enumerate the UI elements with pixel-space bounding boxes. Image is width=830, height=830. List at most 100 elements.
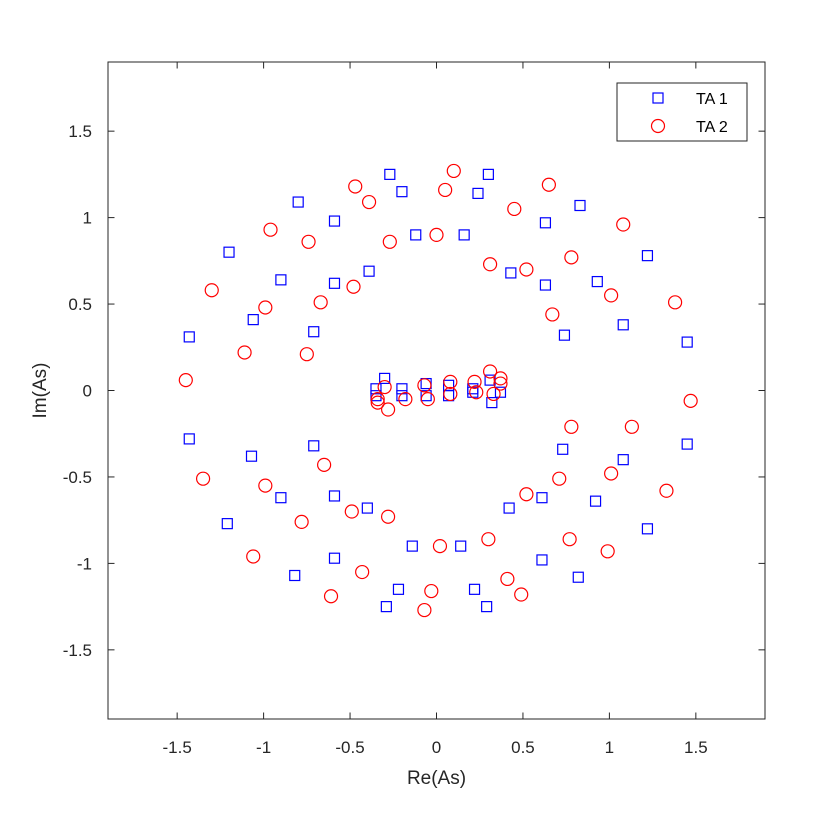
data-point-ta1	[558, 329, 571, 341]
data-point-ta2	[299, 347, 314, 362]
legend-marker-ta1	[652, 92, 664, 104]
data-point-ta1	[370, 383, 382, 395]
data-point-ta2	[683, 393, 698, 408]
data-point-ta2	[616, 217, 631, 232]
y-tick-label: -1.5	[63, 641, 92, 660]
data-point-ta2	[443, 374, 458, 389]
data-point-ta1	[591, 275, 603, 288]
data-point-ta2	[323, 589, 339, 604]
data-point-ta2	[432, 539, 448, 554]
data-point-ta1	[455, 540, 467, 552]
data-point-ta1	[379, 372, 391, 384]
data-point-ta2	[493, 376, 508, 391]
data-point-ta2	[667, 295, 683, 310]
x-tick-label: 1.5	[684, 738, 708, 757]
data-point-ta2	[438, 182, 453, 198]
data-point-ta2	[482, 364, 498, 379]
x-axis-label: Re(As)	[407, 768, 466, 789]
data-point-ta1	[536, 554, 548, 566]
y-tick-label: 1	[83, 209, 92, 228]
data-point-ta2	[380, 402, 396, 417]
data-point-ta1	[472, 187, 484, 199]
data-point-ta2	[355, 564, 370, 580]
data-point-ta1	[392, 583, 405, 595]
data-point-ta1	[481, 601, 493, 613]
y-tick-label: 0.5	[68, 295, 92, 314]
data-point-ta1	[292, 196, 304, 208]
data-point-ta2	[562, 532, 577, 547]
data-point-ta2	[361, 194, 377, 210]
x-tick-label: -0.5	[335, 738, 364, 757]
data-point-ta1	[183, 433, 195, 445]
data-point-ta2	[246, 549, 261, 564]
y-tick-label: 0	[83, 382, 92, 401]
data-point-ta1	[275, 492, 287, 504]
data-point-ta1	[370, 390, 382, 402]
data-point-ta1	[396, 186, 408, 198]
legend-marker-ta2	[650, 118, 666, 134]
data-point-ta1	[245, 450, 258, 462]
legend-label-ta1: TA 1	[696, 91, 728, 108]
data-point-ta1	[536, 492, 548, 504]
x-tick-label: 0	[432, 738, 441, 757]
data-point-ta2	[178, 373, 193, 388]
data-point-ta1	[183, 331, 195, 343]
data-point-ta2	[604, 466, 619, 481]
data-point-ta1	[410, 229, 422, 241]
data-point-ta2	[600, 544, 615, 559]
data-point-ta1	[247, 314, 259, 326]
data-point-ta1	[641, 250, 654, 262]
data-point-ta2	[370, 392, 385, 407]
data-point-ta2	[263, 222, 278, 237]
data-point-ta1	[539, 279, 552, 291]
data-point-ta2	[370, 395, 385, 410]
data-point-ta2	[443, 386, 458, 402]
data-point-ta1	[494, 386, 507, 398]
data-point-ta1	[505, 267, 517, 279]
data-point-ta2	[514, 587, 529, 602]
data-point-ta2	[398, 392, 413, 407]
data-point-ta2	[541, 177, 556, 192]
data-point-ta2	[317, 457, 332, 472]
y-tick-label: 1.5	[68, 122, 92, 141]
data-point-ta2	[380, 509, 396, 524]
data-point-ta2	[429, 227, 444, 242]
data-point-ta1	[458, 229, 470, 241]
data-point-ta2	[417, 378, 432, 393]
data-point-ta1	[328, 215, 341, 227]
x-tick-label: -1	[256, 738, 271, 757]
legend-label-ta2: TA 2	[696, 119, 728, 136]
y-axis-label: Im(As)	[30, 363, 51, 419]
data-point-ta1	[641, 523, 654, 535]
data-point-ta2	[507, 201, 522, 217]
data-point-ta1	[572, 571, 584, 583]
data-point-ta1	[482, 168, 494, 180]
data-point-ta1	[681, 438, 693, 450]
legend-box	[616, 82, 748, 142]
data-point-ta2	[258, 300, 273, 315]
data-point-ta2	[313, 295, 328, 310]
data-point-ta1	[384, 168, 396, 180]
data-point-ta1	[503, 502, 515, 514]
data-point-ta2	[377, 379, 392, 395]
data-point-ta2	[604, 288, 619, 303]
data-point-ta1	[361, 502, 373, 514]
data-point-ta1	[328, 277, 341, 289]
data-point-ta1	[589, 495, 602, 507]
data-point-ta2	[446, 163, 461, 179]
data-point-ta1	[468, 583, 481, 595]
data-point-ta2	[519, 262, 534, 277]
data-point-ta1	[380, 601, 392, 613]
data-point-ta1	[486, 397, 498, 409]
data-point-ta1	[617, 319, 629, 331]
data-point-ta2	[519, 487, 534, 502]
data-point-ta2	[382, 234, 397, 249]
data-point-ta2	[237, 345, 252, 360]
data-point-ta2	[424, 583, 439, 599]
data-point-ta2	[500, 571, 515, 587]
data-point-ta1	[557, 443, 569, 455]
x-tick-label: 1	[605, 738, 614, 757]
data-point-ta2	[344, 504, 359, 519]
data-point-ta2	[564, 419, 579, 434]
data-point-ta2	[258, 478, 273, 493]
